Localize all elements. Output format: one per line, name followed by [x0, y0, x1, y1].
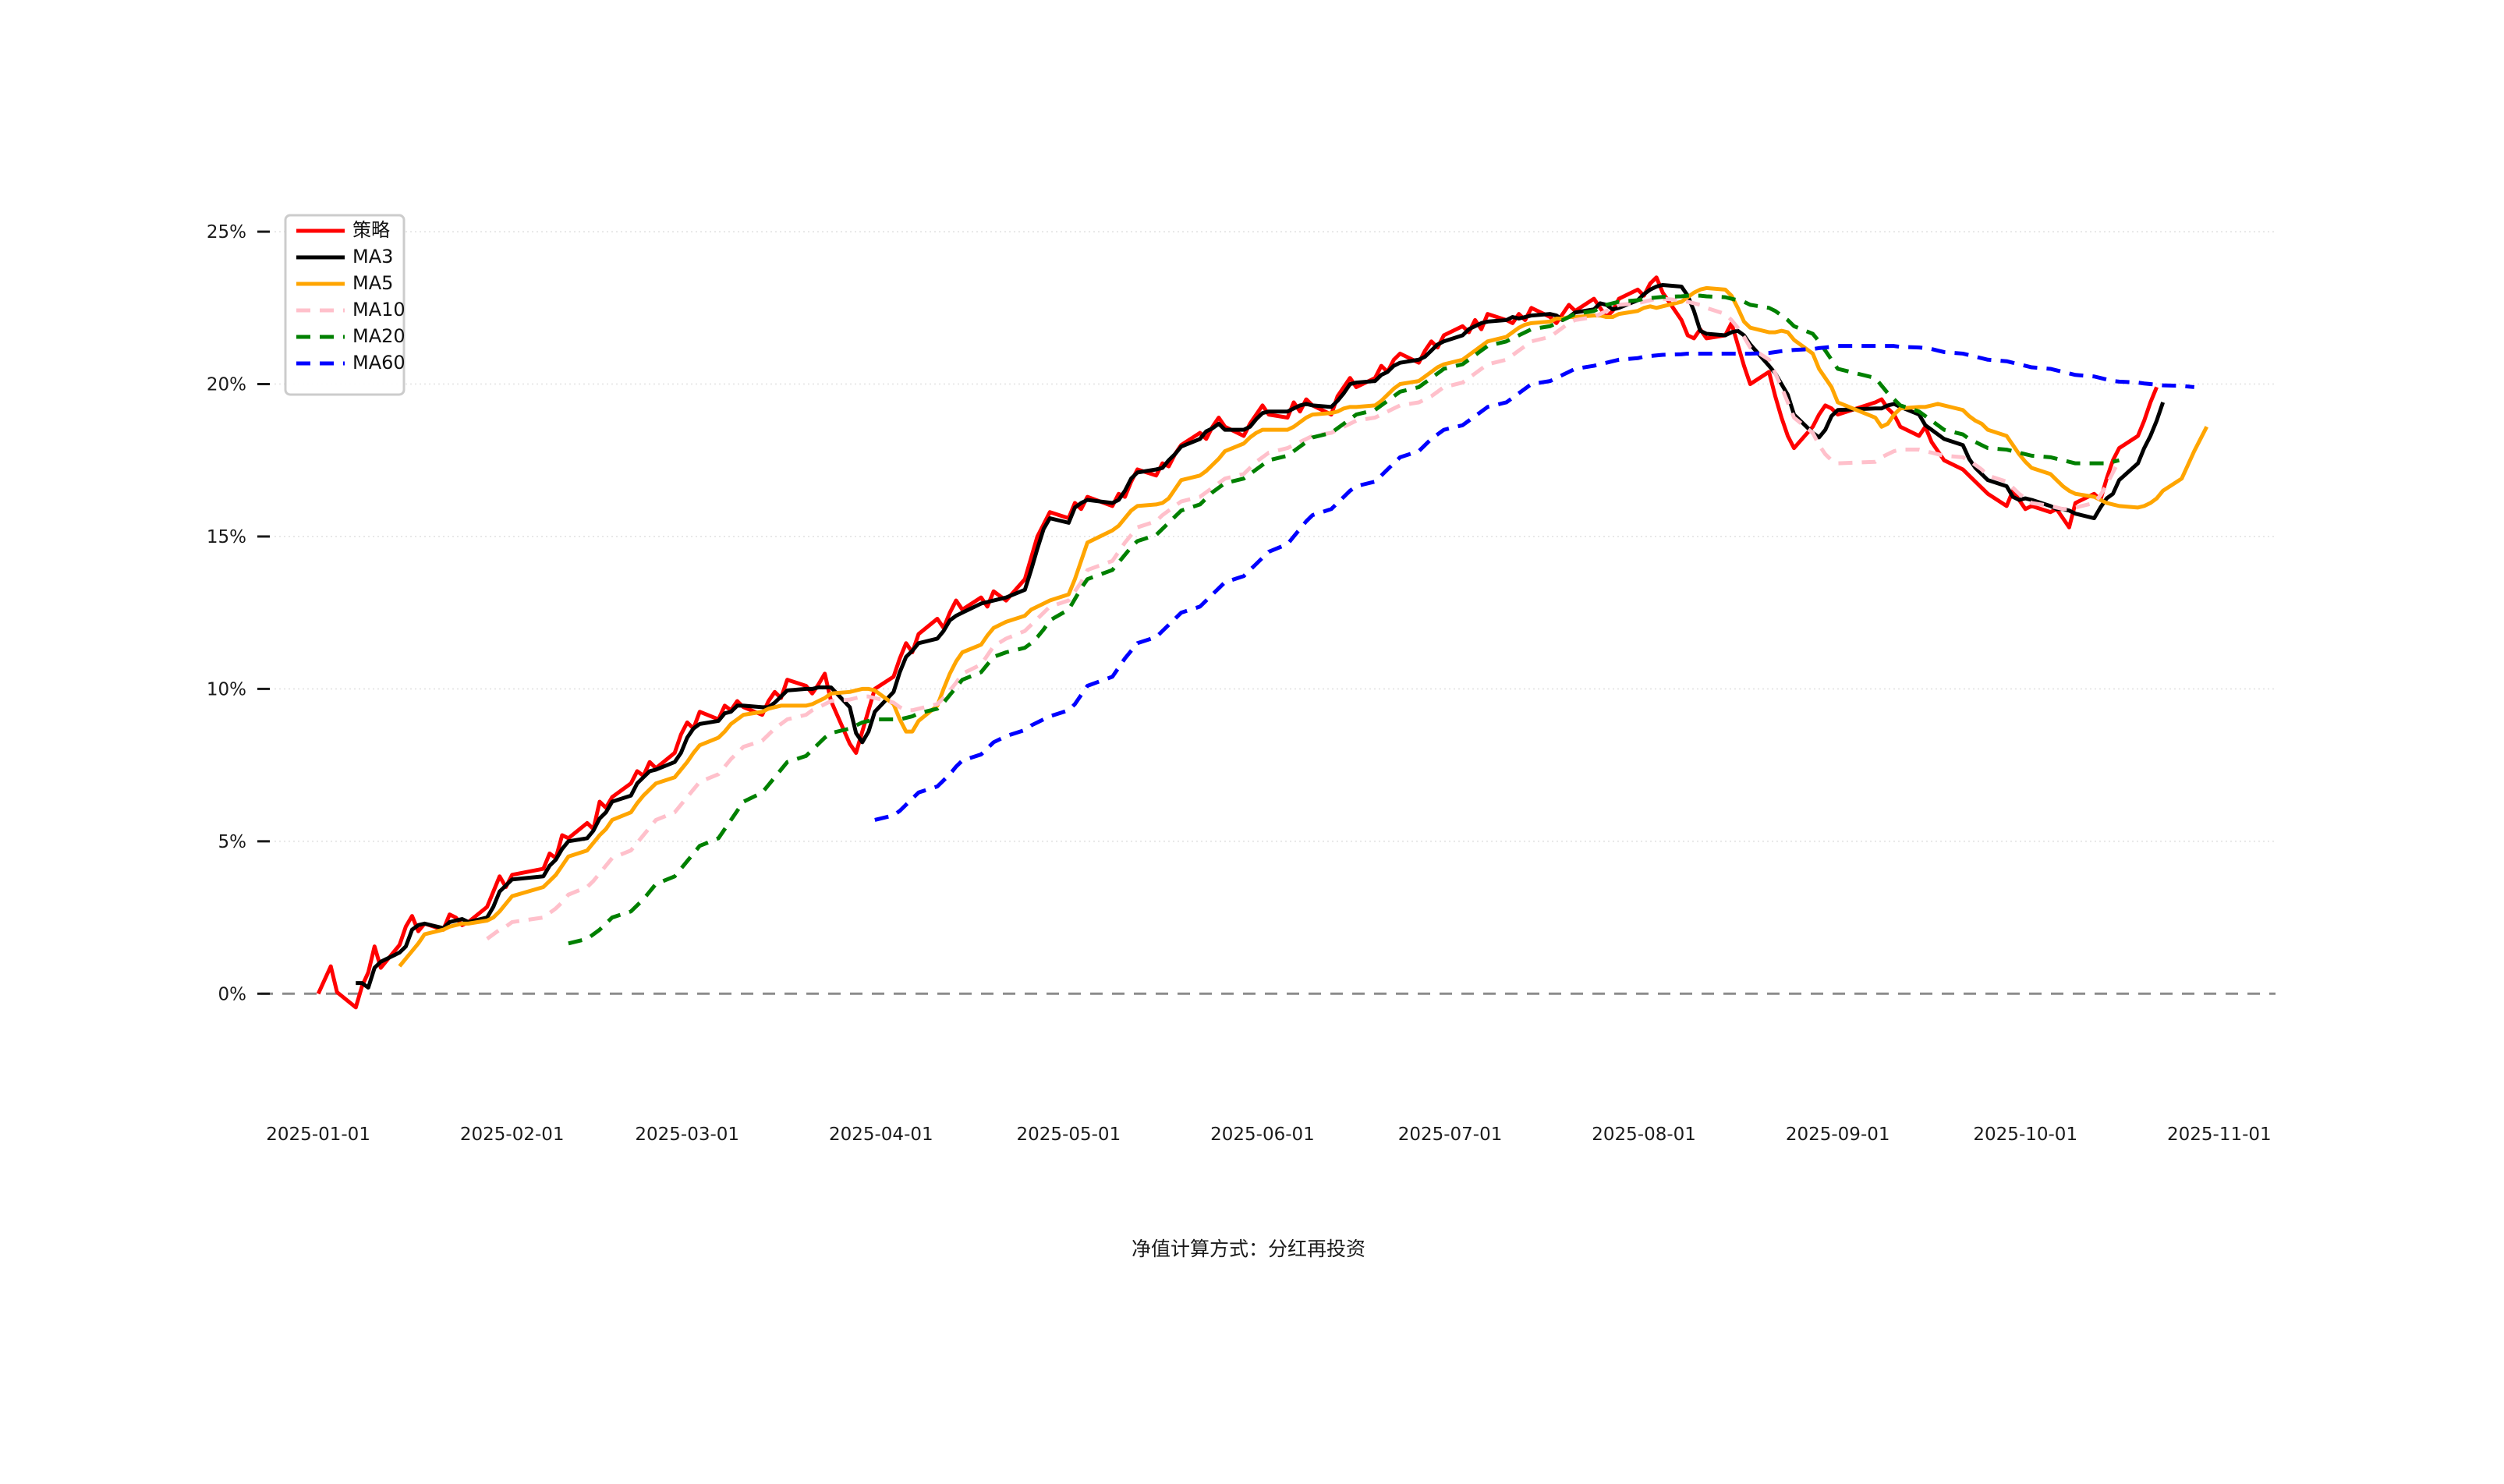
y-tick-label: 10% — [207, 679, 246, 699]
series-line-MA20 — [568, 293, 2120, 946]
y-tick-label: 15% — [207, 527, 246, 547]
series-line-MA3 — [356, 282, 2166, 990]
series-line-MA10 — [486, 296, 2121, 940]
series-line-MA5 — [398, 285, 2209, 968]
x-tick-label: 2025-11-01 — [2167, 1125, 2272, 1145]
legend-label-MA20: MA20 — [352, 325, 406, 347]
legend-label-MA60: MA60 — [352, 352, 406, 374]
x-tick-label: 2025-01-01 — [266, 1125, 370, 1145]
legend-label-MA10: MA10 — [352, 299, 406, 321]
y-tick-label: 20% — [207, 375, 246, 395]
x-tick-label: 2025-09-01 — [1786, 1125, 1890, 1145]
x-tick-label: 2025-06-01 — [1210, 1125, 1315, 1145]
series-line-MA60 — [874, 344, 2195, 822]
legend-label-MA5: MA5 — [352, 272, 393, 294]
legend-label-MA3: MA3 — [352, 246, 393, 267]
x-tick-label: 2025-02-01 — [460, 1125, 565, 1145]
legend-box — [284, 214, 406, 396]
y-tick-label: 25% — [207, 222, 246, 243]
x-tick-label: 2025-07-01 — [1398, 1125, 1503, 1145]
legend-label-策略: 策略 — [352, 219, 390, 241]
x-tick-label: 2025-08-01 — [1592, 1125, 1696, 1145]
x-tick-label: 2025-10-01 — [1973, 1125, 2077, 1145]
y-tick-label: 5% — [218, 832, 247, 852]
x-tick-label: 2025-05-01 — [1017, 1125, 1121, 1145]
y-tick-label: 0% — [218, 984, 247, 1004]
chart-caption: 净值计算方式：分红再投资 — [1132, 1238, 1365, 1260]
x-tick-label: 2025-04-01 — [829, 1125, 933, 1145]
x-tick-label: 2025-03-01 — [635, 1125, 739, 1145]
